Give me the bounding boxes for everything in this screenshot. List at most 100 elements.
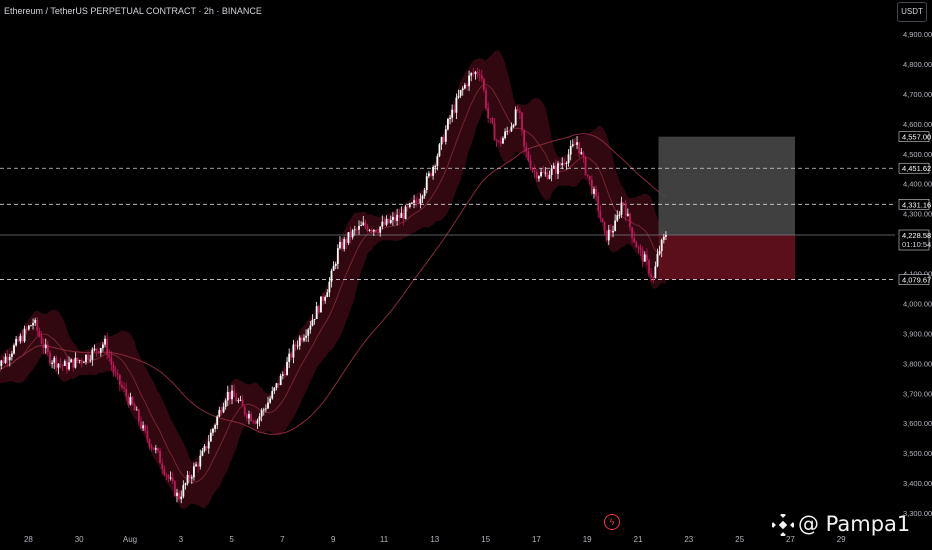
candle-body: [114, 372, 117, 374]
candle-body: [641, 249, 644, 262]
candle-body: [624, 203, 627, 217]
candle-body: [451, 109, 454, 118]
candle-body: [106, 338, 109, 356]
candle-body: [296, 345, 299, 347]
candle-body: [250, 414, 252, 421]
candle-body: [152, 447, 155, 450]
candle-body: [565, 163, 568, 165]
candle-body: [576, 142, 578, 145]
candle-body: [30, 325, 32, 327]
candle-body: [203, 446, 206, 451]
candle-body: [195, 464, 197, 467]
price-label-box: [898, 229, 930, 251]
candle-body: [121, 384, 123, 388]
candle-body: [216, 416, 219, 426]
candle-body: [343, 239, 346, 249]
candle-body: [157, 448, 159, 451]
candle-body: [387, 218, 390, 224]
loss-zone: [658, 235, 795, 280]
candle-body: [546, 172, 549, 179]
candle-body: [347, 232, 350, 244]
x-tick-label: 21: [634, 535, 643, 544]
price-label-box: [898, 274, 930, 285]
symbol-header: Ethereum / TetherUS PERPETUAL CONTRACT ·…: [4, 6, 262, 16]
candle-body: [330, 270, 333, 282]
candle-body: [582, 152, 585, 157]
candle-body: [267, 402, 269, 409]
candle-body: [284, 374, 286, 376]
candle-body: [59, 363, 62, 365]
y-tick-label: 4,000.00: [903, 299, 932, 308]
candle-body: [529, 160, 532, 169]
x-tick-label: 23: [684, 535, 693, 544]
candle-body: [554, 165, 557, 174]
candle-body: [527, 151, 530, 161]
y-tick-label: 4,700.00: [903, 90, 932, 99]
candle-body: [15, 338, 18, 346]
x-tick-label: 17: [532, 535, 541, 544]
x-tick-label: 19: [583, 535, 592, 544]
candle-body: [91, 349, 94, 360]
candle-body: [116, 373, 119, 375]
candle-body: [542, 171, 545, 173]
candle-body: [461, 88, 464, 91]
candle-body: [629, 213, 631, 228]
candle-body: [243, 406, 246, 415]
flash-event-icon[interactable]: ϟ: [604, 514, 620, 530]
watermark-text: @ Pampa1: [798, 512, 911, 536]
candle-body: [620, 202, 623, 215]
candle-body: [222, 406, 225, 413]
candle-body: [133, 404, 136, 411]
candle-body: [497, 140, 500, 142]
candle-body: [167, 475, 170, 479]
candle-body: [533, 170, 536, 172]
candle-body: [557, 163, 559, 174]
y-tick-label: 4,100.00: [903, 270, 932, 279]
candle-body: [150, 446, 153, 448]
x-tick-label: 9: [331, 535, 336, 544]
candle-body: [190, 477, 193, 479]
currency-button[interactable]: USDT: [897, 2, 927, 22]
candle-body: [489, 118, 492, 119]
candle-body: [506, 131, 509, 132]
x-tick-label: 13: [430, 535, 439, 544]
candle-body: [163, 468, 166, 475]
candle-body: [375, 229, 377, 233]
candle-body: [457, 95, 460, 98]
candle-body: [512, 124, 515, 127]
candle-body: [80, 360, 83, 363]
candle-body: [578, 142, 581, 154]
candle-body: [453, 109, 456, 113]
candle-body: [487, 108, 490, 119]
price-label-text: 4,451.62: [902, 164, 931, 173]
candle-body: [341, 241, 343, 249]
candle-body: [567, 154, 570, 164]
candle-body: [442, 137, 445, 142]
price-label-text: 4,557.00: [902, 133, 931, 142]
candle-body: [275, 383, 278, 388]
candle-body: [618, 214, 621, 216]
candle-body: [372, 229, 375, 232]
bar-countdown: 01:10:54: [902, 240, 931, 249]
candle-body: [345, 239, 348, 244]
candle-body: [298, 337, 301, 346]
candle-body: [406, 206, 409, 208]
candle-body: [389, 219, 392, 224]
candle-body: [432, 166, 435, 176]
candle-body: [313, 319, 316, 320]
candle-body: [144, 425, 147, 432]
candle-body: [288, 353, 291, 362]
candle-body: [201, 450, 204, 456]
candle-body: [44, 344, 47, 349]
candle-body: [264, 408, 267, 410]
candle-body: [635, 242, 638, 248]
candle-body: [271, 391, 274, 399]
candle-body: [34, 319, 37, 324]
candle-body: [229, 391, 231, 400]
price-label-box: [898, 198, 930, 210]
candle-body: [38, 330, 41, 336]
y-tick-label: 3,400.00: [903, 479, 932, 488]
candle-body: [320, 296, 322, 313]
watermark: @ Pampa1: [772, 512, 910, 536]
